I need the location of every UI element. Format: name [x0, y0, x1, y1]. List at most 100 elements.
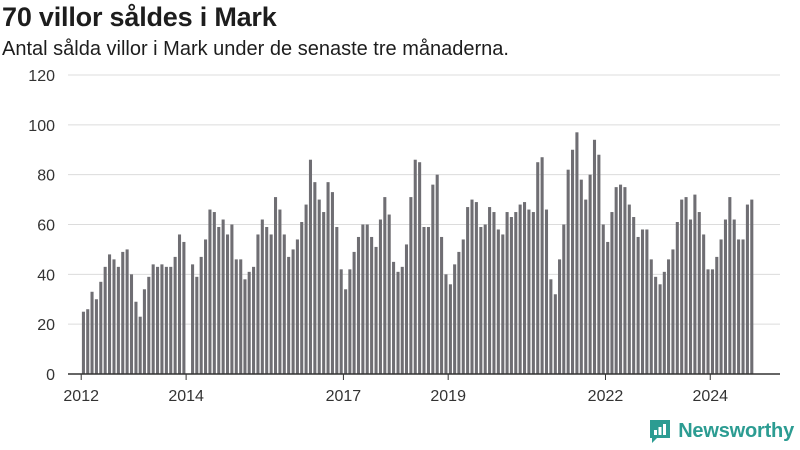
bar [536, 162, 540, 374]
bar [313, 182, 317, 374]
bar [636, 236, 640, 374]
y-tick-label: 120 [28, 68, 55, 85]
bar [697, 212, 701, 374]
bar [588, 174, 592, 374]
bar [702, 234, 706, 374]
bar [265, 226, 269, 374]
bar [260, 219, 264, 374]
bar [125, 249, 129, 374]
bar [308, 159, 313, 374]
bar [317, 199, 321, 374]
bar [540, 157, 544, 374]
bar [737, 239, 741, 374]
bar [177, 234, 182, 374]
bar [256, 234, 260, 374]
bar [225, 234, 230, 374]
bar [470, 199, 474, 374]
bar [191, 264, 195, 374]
bar [199, 256, 203, 374]
bar [461, 239, 465, 374]
bar [492, 212, 496, 374]
bar [344, 289, 348, 374]
bar [435, 174, 439, 374]
bar [706, 269, 710, 374]
bar [295, 239, 299, 374]
bar [662, 271, 666, 374]
bar [444, 274, 448, 374]
newsworthy-logo-icon [650, 420, 671, 443]
bar [553, 294, 557, 374]
bar [750, 199, 754, 374]
bar [361, 224, 365, 374]
bar [169, 266, 173, 374]
bar [387, 214, 391, 374]
bar [684, 197, 688, 374]
bar [514, 212, 518, 374]
bar [300, 222, 304, 374]
bar [339, 269, 343, 374]
bar [239, 259, 243, 374]
bar [204, 239, 208, 374]
bar [675, 222, 679, 374]
bar [247, 271, 251, 374]
bar [404, 244, 409, 374]
bar [531, 212, 535, 374]
bar [273, 197, 278, 374]
bar [356, 236, 361, 374]
bar [614, 187, 618, 374]
bar [221, 219, 225, 374]
bar [164, 266, 168, 374]
bar [195, 276, 199, 374]
bar [418, 162, 422, 374]
bar [103, 266, 107, 374]
x-tick-label: 2014 [168, 388, 204, 405]
page-title: 70 villor såldes i Mark [2, 2, 277, 32]
bar [440, 236, 444, 374]
bar [579, 179, 583, 374]
bar [134, 301, 138, 374]
bar [330, 192, 334, 374]
bar [212, 212, 216, 374]
bar [365, 224, 369, 374]
bar [479, 226, 483, 374]
bar [322, 212, 326, 374]
bar [151, 264, 155, 374]
bar [112, 259, 116, 374]
bar [496, 229, 500, 374]
bar [592, 139, 597, 374]
bar [523, 202, 527, 374]
bar [474, 202, 478, 374]
bar [90, 291, 94, 374]
x-tick-label: 2012 [63, 388, 99, 405]
bar [688, 219, 693, 374]
bar [667, 259, 671, 374]
bar [208, 209, 212, 374]
bar [693, 194, 697, 374]
bar [645, 229, 649, 374]
bar [422, 226, 426, 374]
bar [610, 212, 614, 374]
bar [501, 234, 505, 374]
bar [108, 254, 112, 374]
bar [81, 311, 85, 374]
bar [230, 224, 234, 374]
bar [426, 226, 430, 374]
bar [243, 279, 247, 374]
bar [94, 299, 98, 374]
bar [99, 281, 103, 374]
brand-logo: Newsworthy [648, 418, 794, 444]
bar [584, 199, 588, 374]
bar [409, 197, 413, 374]
y-tick-label: 0 [46, 367, 55, 384]
bar [483, 224, 487, 374]
x-tick-label: 2019 [430, 388, 466, 405]
bar [291, 249, 295, 374]
bar [252, 266, 256, 374]
bar [370, 236, 374, 374]
bar [619, 184, 623, 374]
bar [518, 204, 522, 374]
bar [160, 264, 164, 374]
bar [509, 217, 513, 374]
bar [431, 184, 435, 374]
